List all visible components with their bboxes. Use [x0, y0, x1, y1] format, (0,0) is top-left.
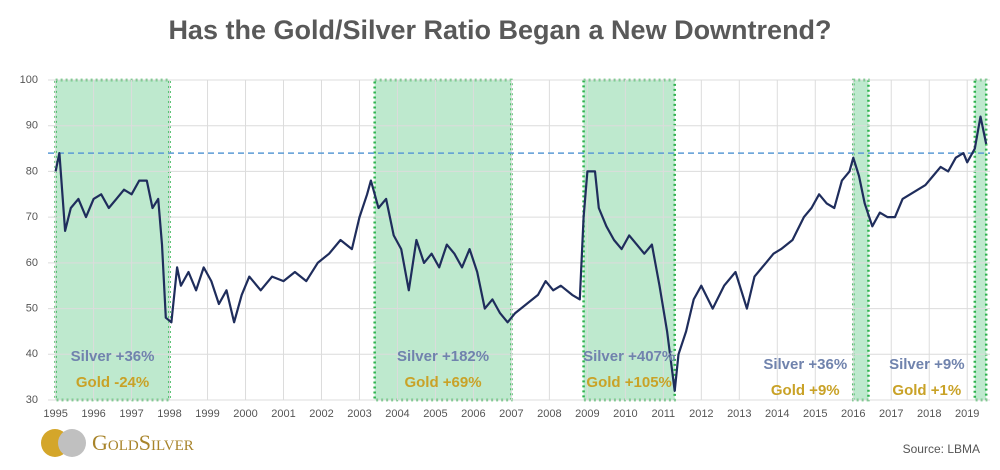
y-tick-label: 40: [26, 348, 38, 360]
gold-annotation: Gold +9%: [771, 382, 840, 399]
x-tick-label: 2008: [537, 408, 561, 420]
logo-coin: [58, 429, 86, 457]
x-tick-label: 2009: [575, 408, 599, 420]
x-tick-label: 1996: [81, 408, 105, 420]
x-tick-label: 2012: [689, 408, 713, 420]
x-tick-label: 2004: [385, 408, 409, 420]
silver-annotation: Silver +36%: [71, 348, 155, 365]
gold-annotation: Gold +1%: [892, 382, 961, 399]
source: Source: LBMA: [903, 442, 980, 456]
silver-annotation: Silver +9%: [889, 356, 964, 373]
chart-title: Has the Gold/Silver Ratio Began a New Do…: [168, 15, 831, 45]
silver-annotation: Silver +407%: [583, 348, 675, 365]
silver-annotation: Silver +36%: [763, 356, 847, 373]
x-tick-label: 2005: [423, 408, 447, 420]
x-tick-label: 2007: [499, 408, 523, 420]
gold-annotation: Gold +105%: [586, 374, 671, 391]
silver-annotation: Silver +182%: [397, 348, 489, 365]
x-tick-label: 1999: [195, 408, 219, 420]
x-tick-label: 2011: [652, 408, 676, 420]
y-tick-label: 100: [20, 74, 38, 86]
x-tick-label: 2015: [803, 408, 827, 420]
x-tick-label: 1998: [157, 408, 181, 420]
x-tick-label: 1995: [43, 408, 67, 420]
x-tick-label: 2001: [271, 408, 295, 420]
y-tick-label: 70: [26, 211, 38, 223]
x-tick-label: 2014: [765, 408, 789, 420]
y-tick-label: 30: [26, 394, 38, 406]
x-tick-label: 2013: [727, 408, 751, 420]
logo: GoldSilver: [92, 430, 194, 455]
y-tick-label: 50: [26, 302, 38, 314]
highlight-region: [852, 78, 870, 402]
x-tick-label: 2006: [461, 408, 485, 420]
x-tick-label: 2002: [309, 408, 333, 420]
x-tick-label: 2016: [841, 408, 865, 420]
y-tick-label: 80: [26, 165, 38, 177]
x-tick-label: 1997: [119, 408, 143, 420]
x-tick-label: 2010: [613, 408, 637, 420]
highlight-region: [973, 78, 988, 402]
x-tick-label: 2018: [917, 408, 941, 420]
gold-annotation: Gold +69%: [404, 374, 481, 391]
line-series: [54, 115, 988, 392]
x-tick-label: 2017: [879, 408, 903, 420]
x-tick-label: 2019: [955, 408, 979, 420]
y-tick-label: 90: [26, 120, 38, 132]
y-tick-label: 60: [26, 257, 38, 269]
gold-annotation: Gold -24%: [76, 374, 149, 391]
x-tick-label: 2000: [233, 408, 257, 420]
x-tick-label: 2003: [347, 408, 371, 420]
